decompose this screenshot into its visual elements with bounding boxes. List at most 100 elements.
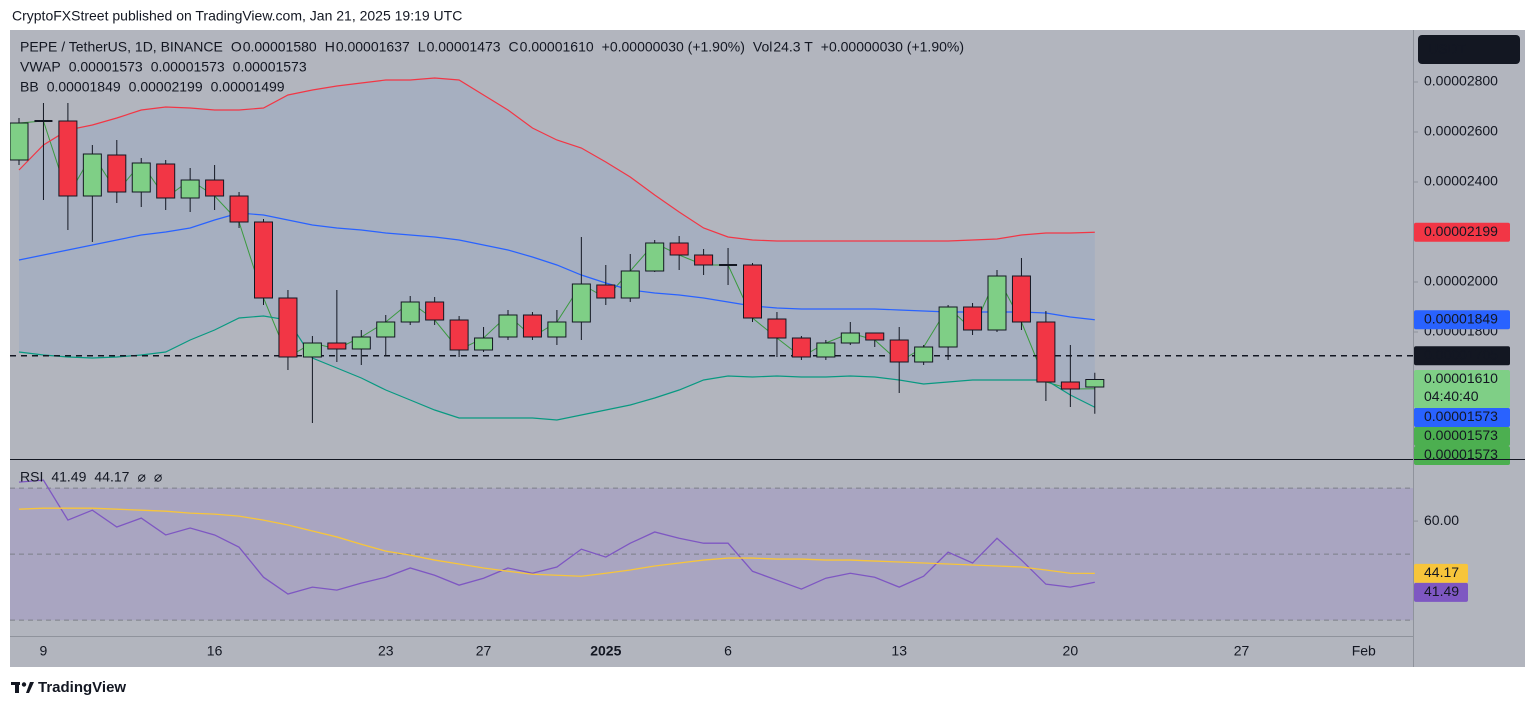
scale-chip-label: 0.00001573: [1424, 408, 1498, 424]
candle-body: [816, 342, 836, 358]
x-tick-label: 16: [207, 643, 223, 659]
candle-body: [1085, 379, 1105, 388]
legend-change: +0.00000030 (+1.90%): [602, 39, 745, 55]
candle-body: [10, 122, 29, 161]
candle-body: [596, 284, 616, 299]
candle-body: [645, 242, 665, 272]
candle-body: [131, 162, 151, 193]
candle-body: [327, 342, 347, 350]
price-pane: [10, 77, 1413, 423]
candle-body: [58, 120, 78, 197]
rsi-band: [10, 488, 1413, 621]
candle-body: [840, 332, 860, 344]
x-tick-label: 9: [40, 643, 48, 659]
indicator-value: 0.00001573: [233, 59, 307, 75]
legend-key: C: [509, 39, 519, 55]
candle-body: [694, 254, 714, 266]
scale-chip-label: 0.00001610: [1424, 370, 1498, 386]
bb-fill: [19, 78, 1095, 420]
scale-chip-label: 41.49: [1424, 583, 1459, 599]
scale-chip-label: 0.00002199: [1424, 223, 1498, 239]
brand-name: TradingView: [38, 679, 126, 696]
indicator-value: 0.00001573: [69, 59, 143, 75]
currency-button[interactable]: [1418, 35, 1520, 64]
candle-body: [425, 301, 445, 321]
rsi-value: 44.17: [94, 469, 129, 485]
candle-body: [865, 332, 885, 341]
candle-body: [547, 321, 567, 338]
legend-key: L: [418, 39, 426, 55]
legend-key: H: [325, 39, 335, 55]
scale-chip-label: 44.17: [1424, 564, 1459, 580]
scale-chip-label: 0.00001573: [1424, 427, 1498, 443]
indicator-value: 0.00001849: [47, 79, 121, 95]
y-tick-label: 0.00002600: [1424, 123, 1498, 139]
scale-chip-label: 0.00001573: [1424, 446, 1498, 462]
scale-chip: [1414, 446, 1510, 465]
legend-key: Vol: [753, 39, 772, 55]
rsi-line: [18, 507, 1095, 577]
x-tick-label: 27: [476, 643, 492, 659]
rsi-value: 41.49: [51, 469, 86, 485]
indicator-value: 0.00001499: [211, 79, 285, 95]
candle-body: [914, 346, 934, 363]
x-tick-label: 6: [724, 643, 732, 659]
candle-body: [1060, 381, 1080, 390]
candle-body: [376, 321, 396, 338]
overlay: PEPE / TetherUS, 1D, BINANCE O 0.00001580 H…: [20, 35, 1520, 659]
candle-body: [302, 342, 322, 358]
candle-body: [156, 163, 176, 199]
rsi-setting: ⌀: [154, 469, 162, 485]
candle-body: [571, 283, 591, 323]
scale-chip: [1414, 408, 1510, 427]
scale-chip: [1414, 427, 1510, 446]
indicator-name: BB: [20, 79, 39, 95]
candle-body: [82, 153, 102, 197]
scale-chip: [1414, 582, 1468, 602]
candle-body: [449, 319, 469, 351]
legend-value: 0.00001637: [336, 39, 410, 55]
countdown: 04:40:40: [1424, 388, 1479, 404]
candle-body: [938, 306, 958, 348]
indicator-line: [18, 212, 1095, 321]
scale-chip: [1414, 222, 1510, 242]
candle-body: [205, 179, 225, 197]
legend-change: +0.00000030 (+1.90%): [821, 39, 964, 55]
x-tick-label: 2025: [590, 643, 621, 659]
publish-header: CryptoFXStreet published on TradingView.…: [12, 8, 462, 24]
currency-label: USDT: [1428, 41, 1467, 57]
candle-body: [743, 264, 762, 319]
x-tick-label: 27: [1234, 643, 1250, 659]
scale-chip-label: 0.00001849: [1424, 310, 1498, 326]
rsi-setting: ⌀: [137, 469, 145, 485]
x-tick-label: Feb: [1352, 643, 1376, 659]
rsi-pane: [10, 479, 1413, 621]
scale-chip-label: 0.00001705: [1424, 346, 1498, 362]
candle-body: [400, 301, 420, 323]
legend-value: 0.00001610: [520, 39, 594, 55]
candle-body: [987, 275, 1007, 331]
rsi-line: [18, 479, 1095, 595]
candle-body: [963, 306, 983, 331]
candle-body: [669, 242, 689, 256]
candle-body: [278, 297, 298, 358]
candle-body: [620, 270, 640, 299]
y-tick-label: 0.00002000: [1424, 273, 1498, 289]
candle-body: [1011, 275, 1031, 323]
candle-body: [791, 337, 811, 358]
x-tick-label: 13: [891, 643, 907, 659]
scale-chip: [1414, 310, 1510, 330]
scale-chip: [1414, 370, 1510, 408]
indicator-name: VWAP: [20, 59, 61, 75]
candle-body: [229, 195, 249, 223]
brand-logo: [11, 682, 34, 693]
candle-body: [351, 336, 371, 350]
candle-body: [498, 314, 518, 338]
y-tick-label: 0.00002800: [1424, 73, 1498, 89]
indicator-value: 0.00002199: [129, 79, 203, 95]
indicator-line: [18, 77, 1095, 242]
candle-body: [180, 179, 200, 199]
candle-body: [1036, 321, 1056, 383]
legend-title: PEPE / TetherUS, 1D, BINANCE: [20, 39, 223, 55]
